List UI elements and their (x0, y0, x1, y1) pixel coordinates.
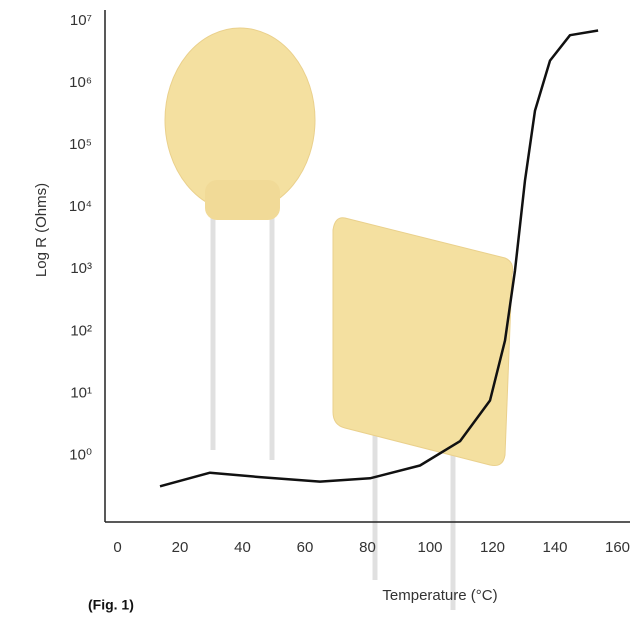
y-tick-label: 10² (70, 322, 92, 339)
y-tick-label: 10¹ (70, 384, 92, 401)
y-tick-label: 10⁶ (69, 74, 92, 91)
y-tick-label: 10⁷ (70, 12, 92, 29)
x-tick-label: 120 (480, 539, 505, 556)
y-tick-label: 10⁵ (69, 136, 92, 153)
y-axis-label: Log R (Ohms) (33, 183, 50, 277)
x-tick-label: 40 (234, 539, 251, 556)
y-tick-label: 10³ (70, 260, 92, 277)
x-tick-label: 0 (113, 539, 121, 556)
x-tick-label: 80 (359, 539, 376, 556)
x-tick-label: 20 (172, 539, 189, 556)
figure-caption: (Fig. 1) (88, 597, 134, 613)
thermistor-round (164, 27, 316, 460)
x-tick-label: 100 (417, 539, 442, 556)
y-tick-label: 10⁰ (69, 447, 92, 464)
x-tick-label: 60 (297, 539, 314, 556)
thermistor-square (332, 217, 514, 610)
y-tick-label: 10⁴ (69, 198, 92, 215)
data-line (159, 29, 599, 488)
x-tick-label: 160 (605, 539, 630, 556)
x-axis-label: Temperature (°C) (382, 587, 497, 604)
x-tick-label: 140 (542, 539, 567, 556)
